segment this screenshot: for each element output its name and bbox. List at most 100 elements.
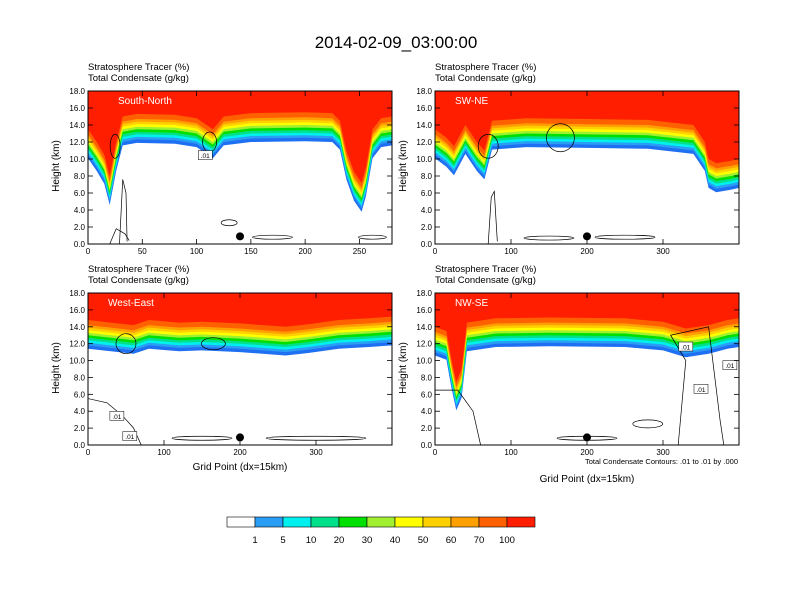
y-axis-title: Height (km) <box>51 342 62 394</box>
y-tick-label: 8.0 <box>421 373 433 382</box>
y-tick-label: 8.0 <box>421 172 433 181</box>
contour-label: .01 <box>112 414 121 421</box>
colorbar-label: 1 <box>252 535 257 546</box>
y-tick-label: 6.0 <box>74 390 86 399</box>
contour-line <box>201 337 226 351</box>
y-tick-label: 12.0 <box>69 340 85 349</box>
colorbar-swatch <box>394 516 424 528</box>
x-tick-label: 100 <box>504 448 518 457</box>
tracer-field <box>435 91 739 193</box>
contour-label-box <box>198 150 213 160</box>
y-tick-label: 16.0 <box>69 104 85 113</box>
y-tick-label: 18.0 <box>69 289 85 298</box>
x-tick-label: 200 <box>233 448 247 457</box>
y-tick-label: 4.0 <box>421 206 433 215</box>
contour-label-box <box>122 431 138 441</box>
x-tick-label: 100 <box>190 247 204 256</box>
y-tick-label: 12.0 <box>416 340 432 349</box>
x-tick-label: 50 <box>138 247 147 256</box>
x-tick-label: 100 <box>157 448 171 457</box>
panel-south-north: Stratosphere Tracer (%) Total Condensate… <box>51 62 393 256</box>
x-tick-label: 200 <box>580 448 594 457</box>
x-axis-title: Grid Point (dx=15km) <box>540 474 635 485</box>
colorbar-label: 5 <box>280 535 285 546</box>
contour-label-box <box>722 360 738 370</box>
colorbar-label: 60 <box>446 535 457 546</box>
location-marker <box>583 232 591 241</box>
panel-label: SW-NE <box>455 96 488 107</box>
contour-line <box>119 179 128 244</box>
y-axis-title: Height (km) <box>51 140 62 192</box>
x-tick-label: 250 <box>353 247 367 256</box>
figure-title: 2014-02-09_03:00:00 <box>315 33 478 52</box>
panel-west-east: Stratosphere Tracer (%) Total Condensate… <box>51 264 393 473</box>
plot-frame <box>87 90 393 245</box>
y-tick-label: 18.0 <box>69 87 85 96</box>
colorbar-swatch <box>282 516 312 528</box>
contour-line <box>487 189 498 244</box>
colorbar-label: 100 <box>499 535 515 546</box>
panel-sw-ne: Stratosphere Tracer (%) Total Condensate… <box>398 62 740 256</box>
y-tick-label: 14.0 <box>416 323 432 332</box>
contour-line <box>435 389 481 445</box>
colorbar-label: 30 <box>362 535 373 546</box>
colorbar-swatch <box>478 516 508 528</box>
tracer-field <box>435 293 739 411</box>
tracer-band <box>88 91 392 188</box>
contour-line <box>523 235 575 241</box>
contour-label: .01 <box>125 434 134 441</box>
contour-line <box>670 326 725 445</box>
panel-subtitle-condensate: Total Condensate (g/kg) <box>435 73 536 84</box>
x-tick-label: 100 <box>504 247 518 256</box>
location-marker <box>583 433 591 442</box>
y-tick-label: 2.0 <box>74 424 86 433</box>
y-tick-label: 10.0 <box>69 155 85 164</box>
contour-label-box <box>678 341 694 352</box>
y-tick-label: 18.0 <box>416 87 432 96</box>
colorbar-swatch <box>310 516 340 528</box>
panel-label: NW-SE <box>455 298 488 309</box>
x-tick-label: 300 <box>656 448 670 457</box>
y-tick-label: 14.0 <box>69 323 85 332</box>
contour-line <box>358 234 387 240</box>
tracer-band <box>88 293 392 327</box>
colorbar-label: 70 <box>474 535 485 546</box>
colorbar-swatch <box>450 516 480 528</box>
x-tick-label: 0 <box>433 247 438 256</box>
x-axis-title: Grid Point (dx=15km) <box>193 462 288 473</box>
y-tick-label: 2.0 <box>421 223 433 232</box>
contour-note: Total Condensate Contours: .01 to .01 by… <box>585 457 738 466</box>
y-tick-label: 0.0 <box>421 240 433 249</box>
contour-label-box <box>693 384 709 394</box>
colorbar-swatch <box>254 516 284 528</box>
y-tick-label: 16.0 <box>416 104 432 113</box>
colorbar-label: 50 <box>418 535 429 546</box>
colorbar-label: 10 <box>306 535 317 546</box>
x-tick-label: 200 <box>298 247 312 256</box>
y-tick-label: 2.0 <box>74 223 86 232</box>
x-tick-label: 0 <box>86 247 91 256</box>
contour-line <box>220 219 238 227</box>
panel-label: West-East <box>108 298 154 309</box>
colorbar: 1 5 10 20 30 40 50 60 70 100 <box>226 516 536 546</box>
location-marker <box>236 433 244 442</box>
x-tick-label: 200 <box>580 247 594 256</box>
contour-label: .01 <box>725 363 734 370</box>
contour-line <box>477 133 499 159</box>
y-tick-label: 4.0 <box>74 206 86 215</box>
tracer-band <box>88 91 392 183</box>
y-tick-label: 0.0 <box>421 441 433 450</box>
x-tick-label: 150 <box>244 247 258 256</box>
condensate-contours <box>109 131 387 244</box>
x-tick-label: 0 <box>86 448 91 457</box>
plot-area: .01 .01 .01 NW-SE 0.0 2.0 4.0 6.0 8.0 10.0 12.0 14.… <box>416 289 740 457</box>
panel-nw-se: Stratosphere Tracer (%) Total Condensate… <box>398 264 740 485</box>
colorbar-swatch <box>338 516 368 528</box>
tracer-field <box>88 293 392 356</box>
contour-line <box>546 123 575 153</box>
panel-subtitle-tracer: Stratosphere Tracer (%) <box>88 62 189 73</box>
y-tick-label: 6.0 <box>421 189 433 198</box>
y-axis-title: Height (km) <box>398 140 409 192</box>
contour-line <box>594 234 656 240</box>
panel-subtitle-condensate: Total Condensate (g/kg) <box>88 73 189 84</box>
